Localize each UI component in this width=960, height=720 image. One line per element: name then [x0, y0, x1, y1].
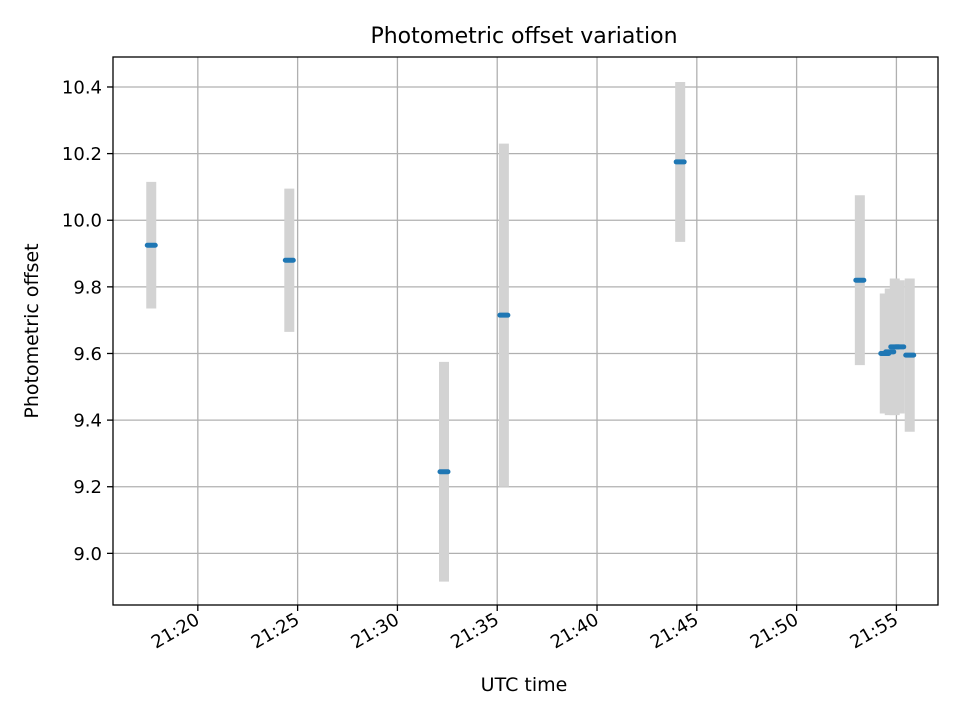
y-tick-label: 9.0	[73, 544, 102, 565]
plot-area	[113, 57, 938, 605]
y-tick-label: 9.6	[73, 344, 102, 365]
grid-lines	[113, 57, 938, 605]
y-axis-label: Photometric offset	[21, 243, 43, 418]
plot-frame	[112, 56, 939, 606]
y-tick-label: 10.4	[62, 77, 102, 98]
x-axis-label: UTC time	[481, 674, 568, 696]
data-markers	[144, 159, 917, 475]
y-tick-label: 9.4	[73, 411, 102, 432]
y-tick-label: 10.2	[62, 144, 102, 165]
chart-title: Photometric offset variation	[370, 24, 677, 49]
y-tick-label: 10.0	[62, 211, 102, 232]
y-tick-label: 9.2	[73, 477, 102, 498]
y-tick-label: 9.8	[73, 277, 102, 298]
y-axis-ticks: 9.0 9.2 9.4 9.6 9.8 10.0 10.2 10.4	[62, 77, 113, 565]
